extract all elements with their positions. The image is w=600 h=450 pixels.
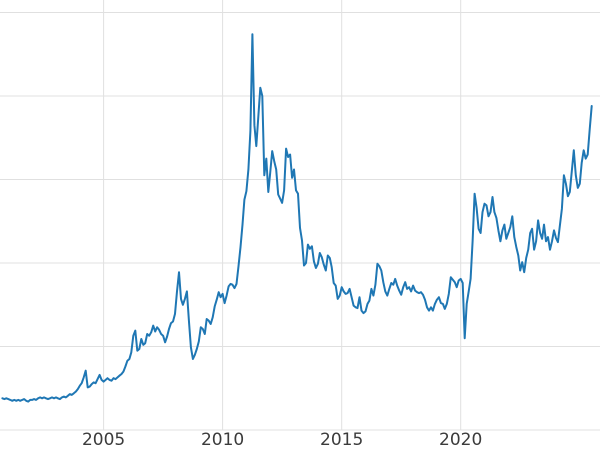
- price-series-line: [1, 33, 593, 403]
- x-tick-label-2015: 2015: [320, 430, 364, 450]
- horizontal-gridlines: [0, 12, 600, 431]
- x-tick-label-2010: 2010: [200, 430, 245, 450]
- x-tick-label-2005: 2005: [81, 430, 126, 450]
- x-tick-label-2020: 2020: [439, 430, 483, 450]
- vertical-gridlines: [103, 0, 462, 430]
